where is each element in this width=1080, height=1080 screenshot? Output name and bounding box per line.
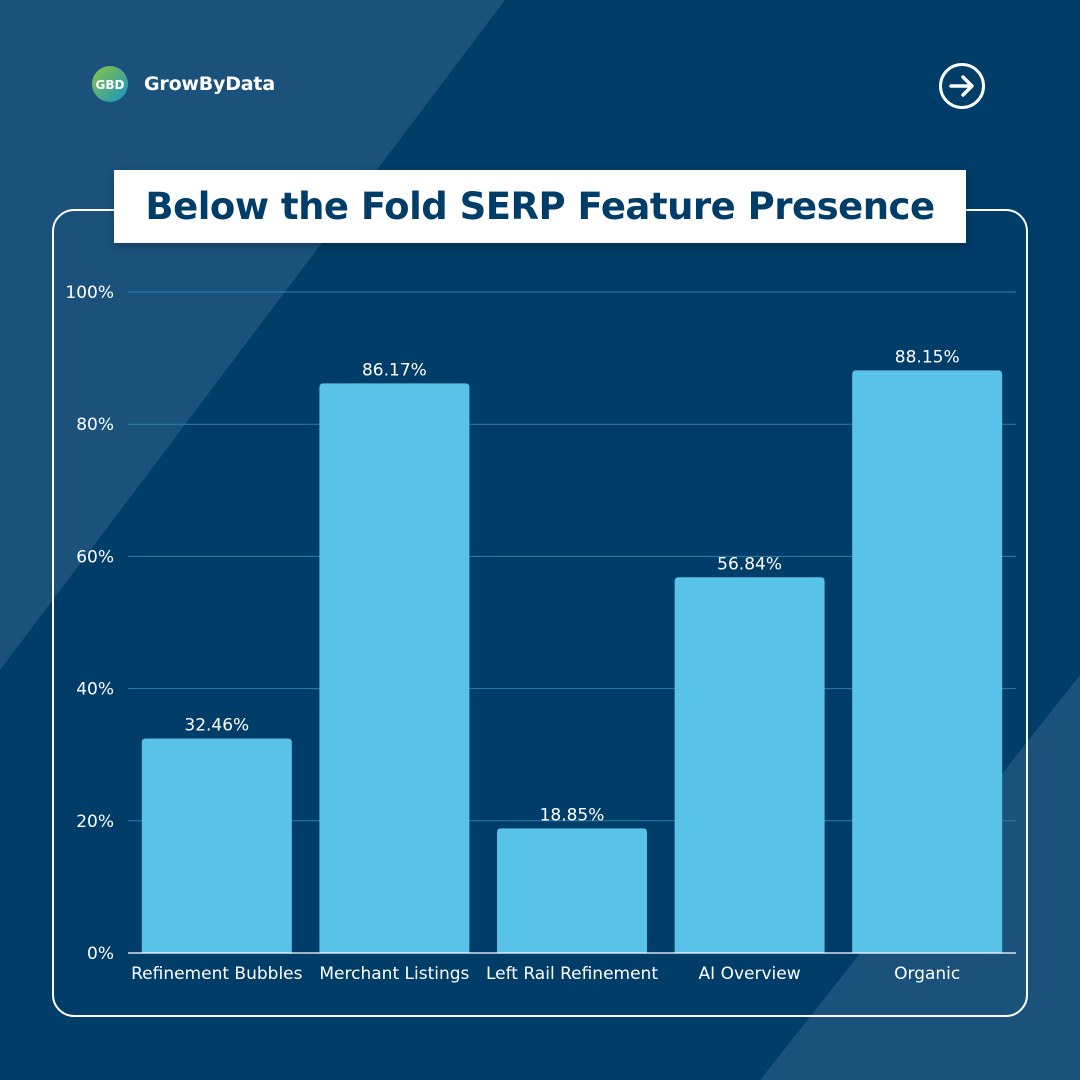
bar-organic bbox=[852, 370, 1003, 953]
chart-title-box: Below the Fold SERP Feature Presence bbox=[114, 170, 966, 243]
bar-value-label: 32.46% bbox=[184, 715, 249, 735]
y-tick-label: 100% bbox=[65, 283, 114, 303]
logo-text: GBD bbox=[96, 78, 125, 92]
category-label: Refinement Bubbles bbox=[131, 964, 303, 984]
y-tick-label: 0% bbox=[87, 944, 114, 964]
background-diagonal-panel bbox=[0, 0, 505, 670]
bar-value-label: 56.84% bbox=[717, 554, 782, 574]
bar-value-label: 86.17% bbox=[362, 360, 427, 380]
category-label: Merchant Listings bbox=[319, 964, 469, 984]
bar-merchant-listings bbox=[319, 383, 470, 954]
bar-refinement-bubbles bbox=[141, 738, 292, 953]
growbydata-logo: GBD bbox=[92, 66, 128, 102]
y-tick-label: 40% bbox=[76, 680, 114, 700]
category-label: Organic bbox=[894, 964, 960, 984]
arrow-right-circle-icon bbox=[939, 63, 985, 109]
brand: GBD GrowByData bbox=[90, 64, 275, 104]
next-button[interactable] bbox=[938, 62, 986, 110]
bar-ai-overview bbox=[674, 577, 825, 953]
chart-title: Below the Fold SERP Feature Presence bbox=[145, 185, 935, 228]
category-label: Left Rail Refinement bbox=[486, 964, 658, 984]
y-tick-label: 20% bbox=[76, 812, 114, 832]
bar-left-rail-refinement bbox=[497, 828, 647, 953]
y-tick-label: 80% bbox=[76, 415, 114, 435]
bar-value-label: 88.15% bbox=[895, 347, 960, 367]
brand-name: GrowByData bbox=[144, 73, 275, 95]
y-tick-label: 60% bbox=[76, 547, 114, 567]
category-label: AI Overview bbox=[699, 964, 801, 984]
bar-value-label: 18.85% bbox=[540, 805, 605, 825]
